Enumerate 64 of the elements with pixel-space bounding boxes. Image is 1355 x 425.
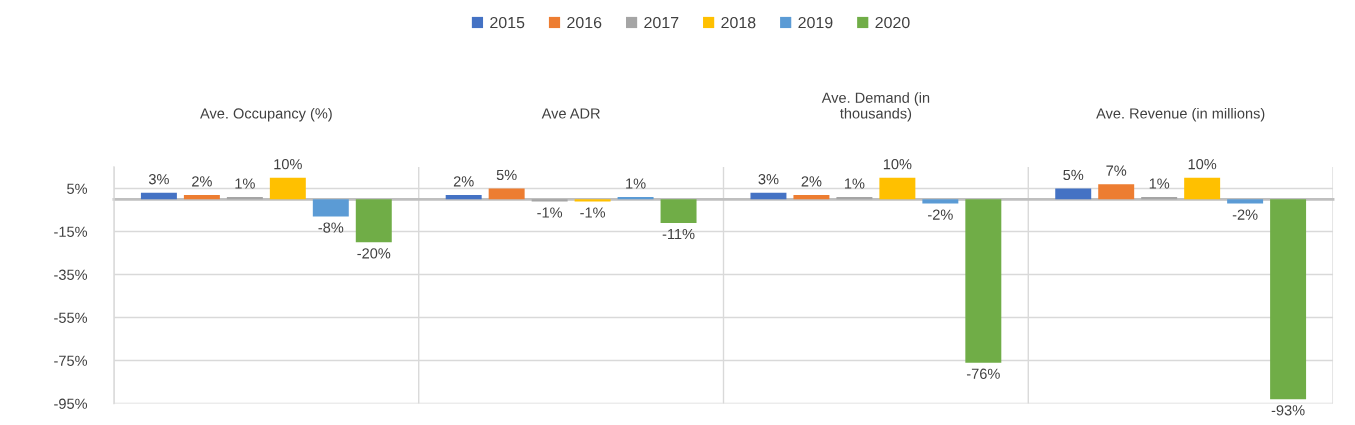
y-tick-label: -15% <box>54 226 88 237</box>
data-label: 10% <box>1188 159 1217 170</box>
legend-label: 2020 <box>875 16 910 29</box>
bar <box>183 194 220 200</box>
bar <box>750 192 787 200</box>
data-label: 3% <box>148 174 169 185</box>
legend-label: 2019 <box>798 16 833 29</box>
bar <box>965 199 1002 363</box>
legend-label: 2017 <box>644 16 679 29</box>
bar <box>355 199 392 243</box>
bar <box>312 199 349 217</box>
data-label: 10% <box>274 159 302 170</box>
data-label: -1% <box>537 207 563 218</box>
x-tick-label: Ave ADR <box>541 108 600 119</box>
x-tick-label: Ave. Demand (in thousands) <box>821 92 930 122</box>
data-label: -2% <box>928 209 953 220</box>
data-label: 2% <box>801 176 822 187</box>
bar <box>531 199 568 202</box>
data-label: 1% <box>626 178 646 189</box>
bar <box>1055 188 1092 200</box>
legend-label: 2015 <box>490 16 525 29</box>
data-label: 10% <box>883 159 912 170</box>
data-label: 5% <box>496 169 517 181</box>
bar <box>1141 197 1178 200</box>
bar <box>1098 184 1135 200</box>
data-label: 7% <box>1106 165 1127 176</box>
x-tick-label: Ave. Occupancy (%) <box>200 107 332 122</box>
data-label: -2% <box>1232 209 1258 220</box>
bar <box>836 197 873 200</box>
data-label: 1% <box>844 178 865 189</box>
bar <box>793 194 830 200</box>
bar <box>660 199 697 223</box>
y-tick-label: -95% <box>54 398 88 409</box>
data-label: -76% <box>966 368 1000 379</box>
y-tick-label: -35% <box>54 269 88 280</box>
legend-label: 2016 <box>567 16 602 29</box>
bar <box>922 199 959 204</box>
y-tick-label: -55% <box>54 312 88 323</box>
bar <box>226 197 263 200</box>
data-label: 2% <box>453 176 474 187</box>
data-label: -1% <box>580 207 606 218</box>
bar <box>879 177 916 200</box>
data-label: -20% <box>357 248 391 259</box>
y-tick-label: 5% <box>67 183 88 194</box>
bar <box>617 197 654 200</box>
bar <box>140 192 177 200</box>
bar <box>1184 177 1221 200</box>
bar <box>574 199 611 202</box>
data-label: -93% <box>1271 405 1305 416</box>
data-label: 5% <box>1063 169 1084 181</box>
bar <box>1227 199 1264 204</box>
bar <box>1270 199 1307 400</box>
data-label: 1% <box>1149 178 1170 189</box>
y-tick-label: -75% <box>54 355 88 366</box>
bar <box>445 194 482 200</box>
bar <box>269 177 306 200</box>
data-label: -8% <box>318 222 344 233</box>
x-tick-label: Ave. Revenue (in millions) <box>1096 107 1265 122</box>
data-label: -11% <box>662 228 695 240</box>
data-label: 2% <box>192 176 212 187</box>
data-label: 1% <box>235 178 255 189</box>
data-label: 3% <box>758 174 779 185</box>
bar <box>488 188 525 200</box>
legend-label: 2018 <box>721 16 756 29</box>
